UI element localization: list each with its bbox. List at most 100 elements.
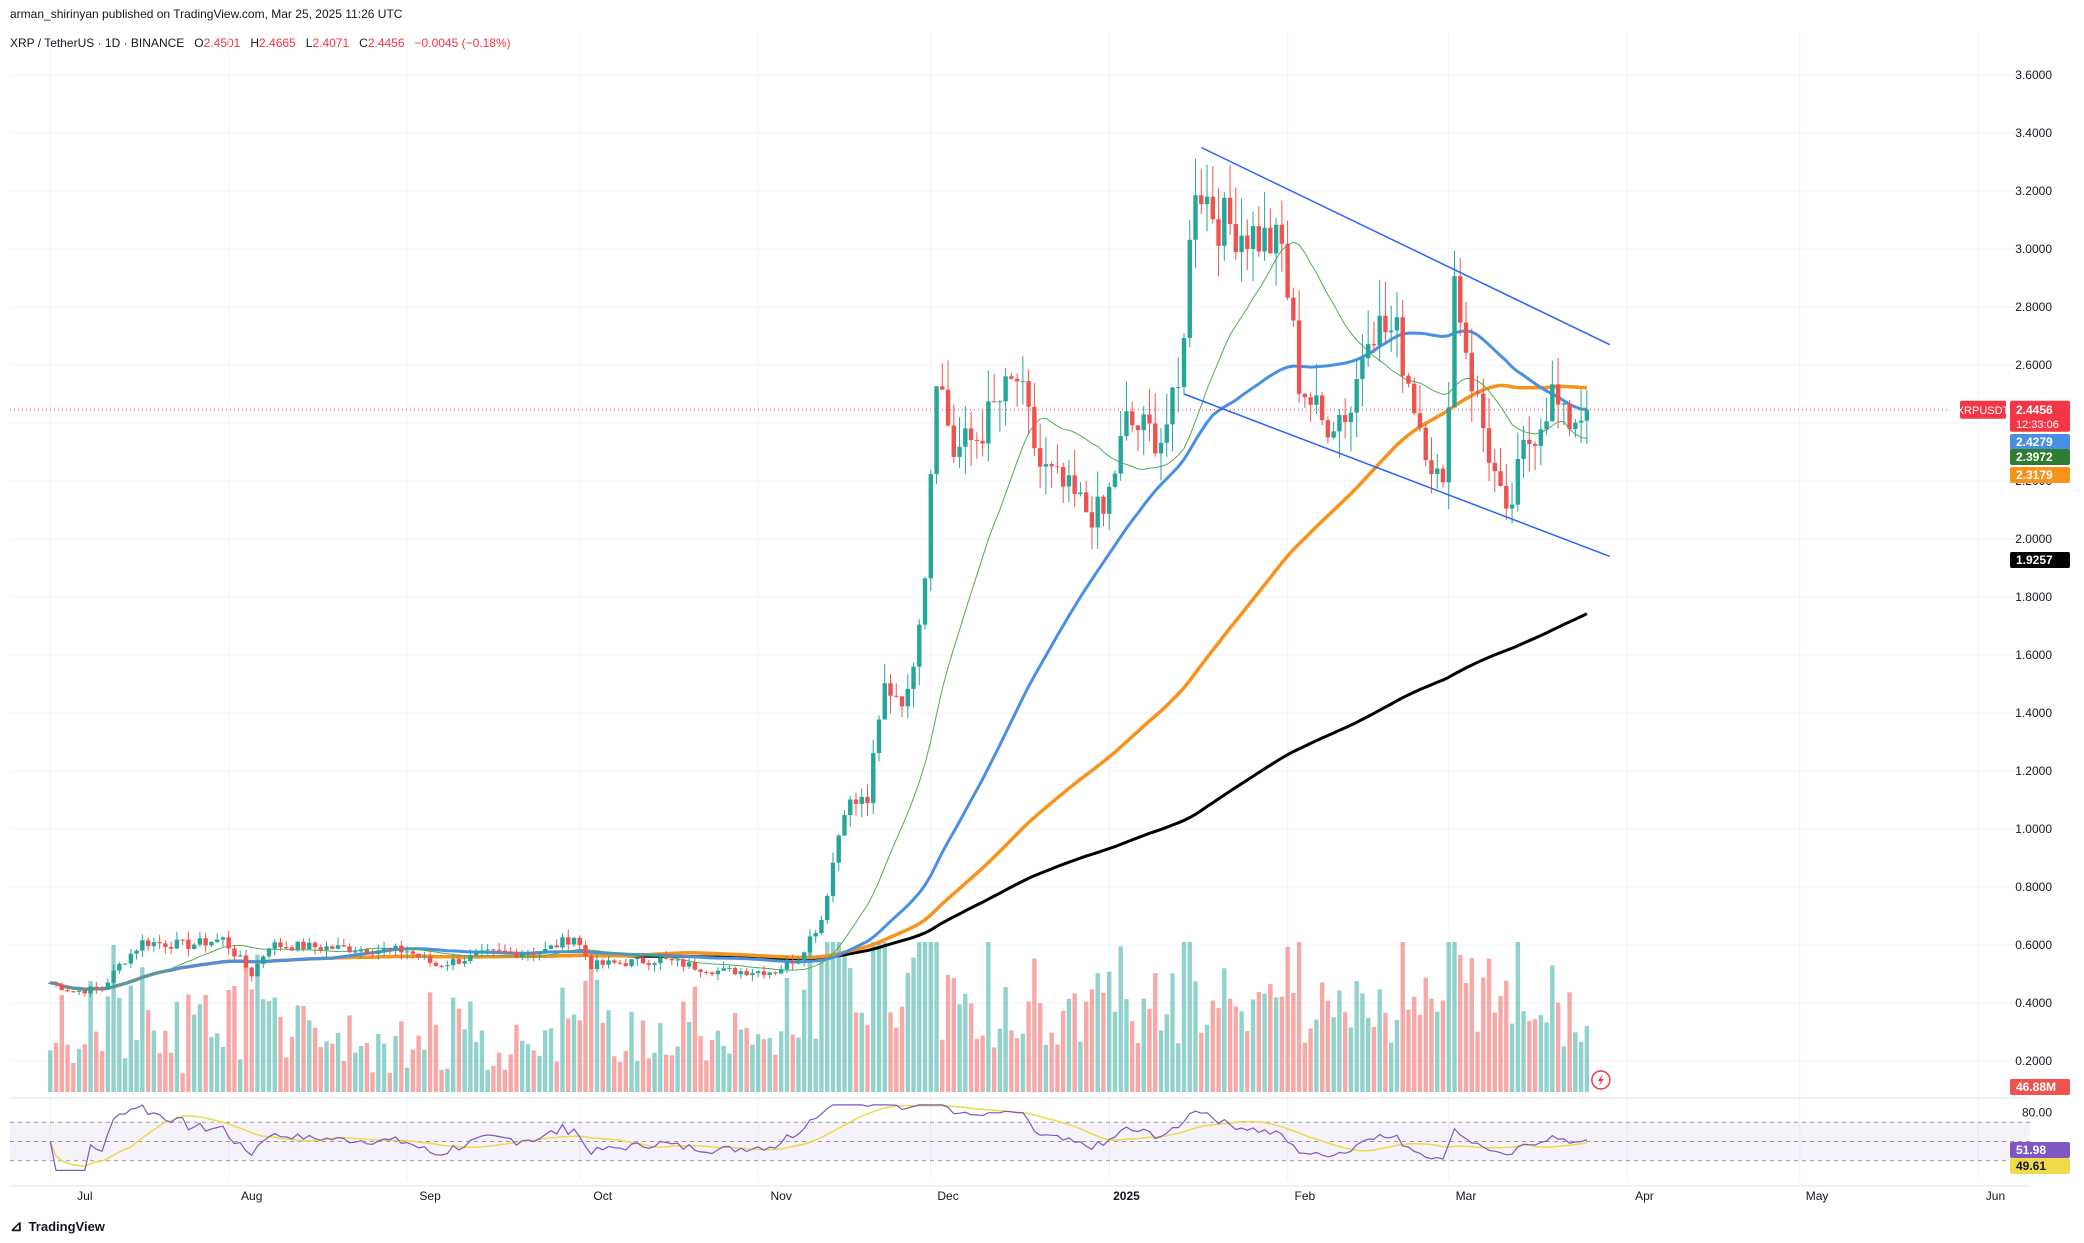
volume-bar: [1037, 1003, 1043, 1092]
tradingview-logo[interactable]: ⊿ TradingView: [10, 1217, 105, 1235]
candle-body: [1147, 414, 1152, 424]
volume-bar: [496, 1052, 502, 1092]
volume-bar: [1124, 999, 1129, 1092]
candle-body: [404, 951, 410, 953]
candle-body: [82, 990, 88, 994]
high-value: 2.4665: [259, 36, 296, 50]
volume-bar: [82, 1044, 88, 1092]
candle-body: [882, 683, 887, 720]
candle-body: [111, 970, 116, 983]
candle-body: [589, 956, 594, 970]
candle-body: [1222, 197, 1227, 246]
x-tick-label: May: [1806, 1189, 1829, 1203]
candle-body: [485, 949, 490, 951]
volume-bar: [381, 1043, 387, 1092]
candle-body: [88, 986, 93, 994]
open-value: 2.4501: [203, 36, 241, 50]
volume-bar: [888, 1012, 893, 1092]
candle-body: [571, 937, 577, 945]
volume-bar: [836, 942, 841, 1092]
volume-bar: [951, 978, 957, 1092]
candle-body: [376, 950, 381, 954]
y-tick-label: 2.0000: [2015, 532, 2052, 546]
volume-bar: [1377, 989, 1382, 1092]
candle-body: [778, 969, 784, 974]
candle-body: [209, 941, 214, 946]
candle-body: [1003, 376, 1008, 402]
candle-body: [163, 943, 168, 947]
volume-bar: [1371, 1026, 1377, 1092]
candle-body: [801, 952, 807, 960]
candle-body: [186, 939, 191, 949]
ma-long-line: [50, 612, 1588, 991]
volume-bar: [266, 1001, 272, 1092]
candle-body: [393, 945, 398, 949]
price-tag: [2010, 467, 2070, 483]
candle-body: [1406, 375, 1411, 384]
volume-bar: [1388, 1042, 1394, 1092]
volume-bar: [353, 1052, 358, 1092]
volume-bar: [203, 994, 208, 1092]
volume-bar: [249, 989, 254, 1092]
volume-bar: [859, 1012, 864, 1092]
candle-body: [399, 945, 404, 953]
candle-body: [1486, 428, 1492, 463]
x-tick-label: Oct: [593, 1189, 612, 1203]
candle-body: [1302, 393, 1308, 398]
volume-bar: [796, 1037, 801, 1092]
volume-bar: [640, 1020, 646, 1092]
volume-bar: [709, 1039, 715, 1092]
volume-bar: [778, 1031, 784, 1092]
volume-bar: [922, 942, 928, 1092]
candle-body: [531, 953, 536, 955]
volume-bar: [347, 1015, 352, 1092]
candle-body: [1412, 383, 1417, 414]
volume-bar: [1567, 992, 1572, 1092]
candle-body: [450, 959, 456, 966]
volume-bar: [1222, 968, 1227, 1092]
volume-bar: [341, 1060, 346, 1092]
candle-body: [445, 965, 450, 967]
candle-body: [681, 959, 686, 967]
symbol-name[interactable]: XRP / TetherUS · 1D · BINANCE: [10, 36, 185, 50]
candle-body: [364, 949, 370, 954]
volume-bar: [1083, 1001, 1089, 1092]
volume-bar: [318, 1047, 323, 1092]
candle-body: [617, 962, 623, 964]
x-tick-label: Dec: [937, 1189, 958, 1203]
volume-bar: [554, 1061, 559, 1092]
candle-body: [427, 956, 433, 963]
candle-body: [1239, 235, 1244, 253]
candle-body: [117, 963, 122, 971]
candle-body: [675, 959, 680, 961]
volume-bar: [623, 1050, 628, 1092]
candle-body: [1481, 393, 1486, 429]
candle-body: [1314, 395, 1319, 405]
candle-body: [1262, 227, 1267, 252]
price-tag: [2010, 1079, 2070, 1095]
volume-bar: [732, 1012, 738, 1092]
open-label: O: [194, 36, 204, 50]
candle-body: [646, 963, 652, 965]
candle-body: [784, 961, 790, 970]
y-tick-label: 0.2000: [2015, 1054, 2052, 1068]
volume-bar: [376, 1033, 381, 1092]
candle-body: [134, 950, 139, 954]
volume-bar: [1406, 1009, 1411, 1092]
x-tick-label: Jun: [1986, 1189, 2005, 1203]
volume-bar: [566, 1018, 571, 1092]
candle-body: [1199, 195, 1204, 205]
volume-bar: [1216, 1008, 1221, 1092]
volume-bar: [727, 1053, 732, 1092]
candle-body: [1308, 397, 1313, 405]
volume-bar: [963, 993, 968, 1092]
candle-body: [1527, 439, 1532, 444]
candle-body: [462, 961, 467, 964]
volume-bar: [128, 985, 134, 1092]
volume-bar: [1360, 993, 1365, 1092]
volume-bar: [1141, 998, 1146, 1092]
volume-bar: [399, 1021, 404, 1092]
candle-body: [422, 956, 427, 958]
candle-body: [974, 439, 980, 441]
